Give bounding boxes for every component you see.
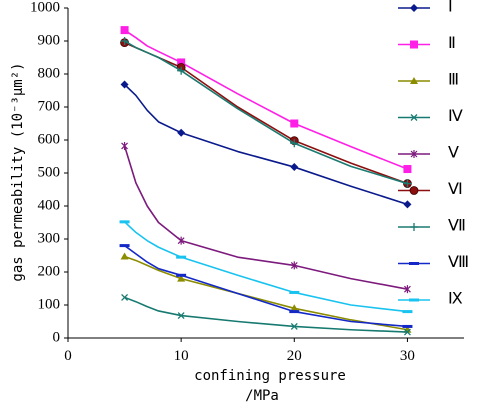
legend-marker (410, 77, 418, 84)
legend-item: Ⅱ (398, 35, 456, 52)
legend-label: Ⅵ (448, 181, 463, 198)
legend-label: Ⅸ (448, 291, 463, 308)
legend-marker (410, 114, 418, 121)
y-axis-title: gas permeability (10⁻³μm²) (10, 62, 26, 281)
series-1 (120, 80, 412, 209)
data-point (290, 139, 299, 148)
x-tick-label: 20 (287, 348, 302, 364)
legend-item: Ⅳ (398, 108, 463, 125)
y-tick-label: 300 (38, 230, 61, 246)
data-point (119, 244, 130, 248)
legend-marker (410, 4, 418, 12)
series-2 (120, 26, 412, 174)
legend-item: Ⅷ (398, 254, 469, 271)
x-tick-label: 30 (400, 348, 415, 364)
series-line (124, 221, 408, 313)
legend-marker (410, 223, 418, 231)
legend-item: Ⅴ (398, 145, 459, 162)
data-point (289, 310, 300, 314)
data-point (289, 290, 300, 294)
legend-item: Ⅸ (398, 291, 463, 308)
data-point (290, 163, 299, 172)
y-tick-label: 800 (38, 65, 61, 81)
legend-item: Ⅲ (398, 72, 459, 89)
y-tick-label: 400 (38, 197, 61, 213)
data-point (402, 324, 413, 328)
series-9 (119, 220, 413, 314)
series-line (124, 40, 408, 185)
series-7 (120, 37, 412, 188)
series-line (124, 255, 408, 331)
legend-label: Ⅴ (448, 145, 459, 162)
data-point (290, 119, 299, 128)
data-point (177, 58, 186, 67)
data-point (176, 255, 187, 259)
legend-item: Ⅶ (398, 218, 466, 235)
legend-label: Ⅱ (448, 35, 456, 52)
x-axis-unit: /MPa (245, 388, 279, 404)
legend: Ⅰ Ⅱ Ⅲ Ⅳ Ⅴ Ⅵ Ⅶ Ⅷ Ⅸ (398, 0, 469, 308)
legend-label: Ⅳ (448, 108, 463, 125)
x-axis-title: confining pressure (194, 368, 346, 384)
series-4 (121, 293, 411, 336)
axes: 0 100 200 300 400 500 600 700 800 900 1000 0 10 20 30 (30, 0, 464, 364)
series-line (124, 29, 408, 170)
legend-marker (409, 298, 419, 302)
x-tick-label: 10 (174, 348, 189, 364)
series-3 (120, 252, 412, 333)
legend-label: Ⅶ (448, 218, 466, 235)
series-line (124, 244, 408, 328)
y-tick-label: 900 (38, 32, 61, 48)
data-point (177, 128, 186, 137)
data-point (119, 220, 130, 224)
y-tick-label: 1000 (30, 0, 60, 15)
data-point (402, 310, 413, 314)
data-point (403, 179, 412, 188)
data-point (177, 236, 185, 245)
data-point (290, 322, 298, 330)
y-tick-label: 700 (38, 98, 61, 114)
series-line (124, 41, 408, 185)
data-point (404, 285, 411, 294)
x-tick-label: 0 (64, 348, 72, 364)
data-point (120, 37, 129, 45)
series-5 (121, 141, 411, 294)
data-point (121, 293, 129, 301)
data-point (177, 274, 186, 282)
data-point (403, 165, 412, 174)
y-tick-label: 200 (38, 263, 61, 279)
y-tick-label: 100 (38, 296, 61, 312)
legend-item: Ⅰ (398, 0, 453, 16)
data-point (120, 252, 129, 260)
data-point (403, 328, 411, 336)
legend-marker (409, 262, 419, 265)
data-point (403, 200, 412, 209)
series-layer (119, 26, 413, 336)
data-point (176, 273, 187, 277)
data-point (177, 66, 186, 75)
y-tick-label: 500 (38, 164, 61, 180)
data-point (120, 26, 129, 35)
y-tick-label: 600 (38, 131, 61, 147)
legend-label: Ⅷ (448, 254, 469, 271)
data-point (403, 325, 412, 333)
data-point (121, 141, 128, 150)
data-point (177, 312, 185, 320)
data-point (120, 80, 129, 89)
legend-marker (409, 186, 419, 195)
series-line (124, 83, 408, 206)
legend-marker (410, 150, 418, 158)
legend-marker (410, 40, 418, 49)
y-tick-label: 0 (53, 329, 61, 345)
legend-label: Ⅰ (448, 0, 453, 16)
data-point (290, 304, 299, 312)
data-point (290, 261, 298, 270)
series-8 (119, 244, 413, 328)
legend-item: Ⅵ (398, 181, 463, 198)
legend-label: Ⅲ (448, 72, 459, 89)
